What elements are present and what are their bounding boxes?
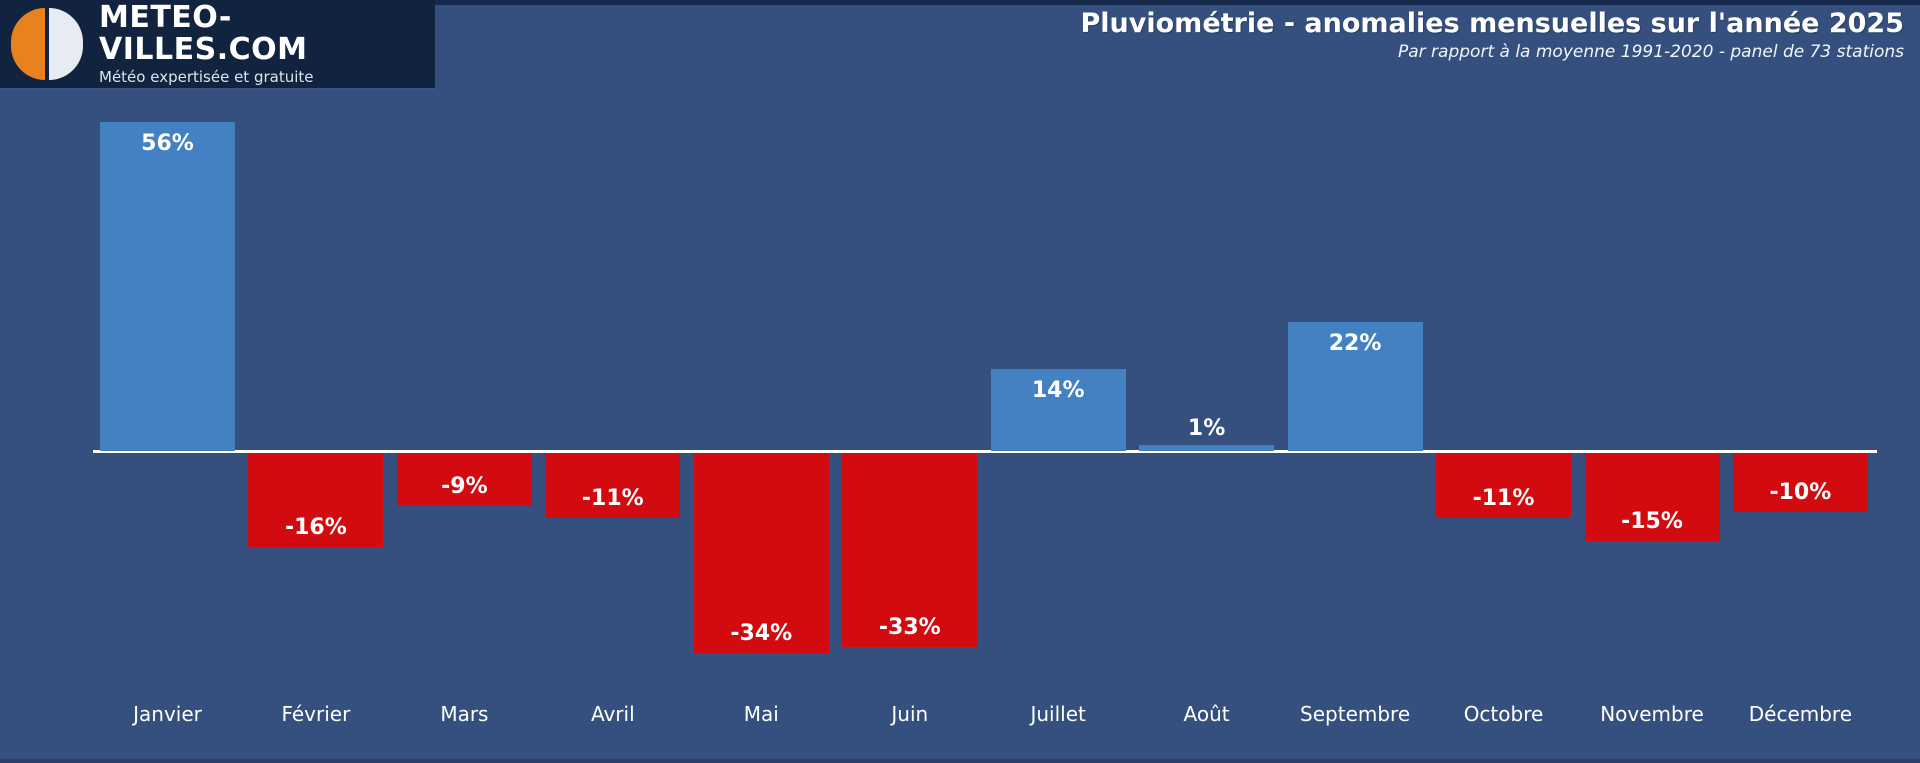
- x-axis-label-janvier: Janvier: [133, 702, 202, 726]
- bar-value-label-septembre: 22%: [1328, 330, 1382, 356]
- bar-value-label-fevrier: -16%: [284, 515, 347, 540]
- header-titles: Pluviométrie - anomalies mensuelles sur …: [1081, 8, 1904, 62]
- x-axis-label-decembre: Décembre: [1748, 702, 1853, 726]
- x-axis-label-mars: Mars: [440, 702, 489, 726]
- bar-janvier: 56%: [100, 122, 235, 451]
- bar-value-label-novembre: -15%: [1621, 509, 1683, 535]
- x-axis-label-avril: Avril: [590, 702, 635, 726]
- bar-value-label-janvier: 56%: [141, 131, 194, 156]
- bar-novembre: -15%: [1584, 453, 1720, 542]
- chart-title: Pluviométrie - anomalies mensuelles sur …: [1080, 8, 1904, 39]
- bar-juin: -33%: [842, 453, 978, 647]
- x-axis-label-mai: Mai: [743, 702, 779, 726]
- bar-aout: 1%: [1139, 416, 1275, 451]
- x-axis-label-octobre: Octobre: [1463, 702, 1544, 726]
- bar-mai: -34%: [693, 453, 829, 653]
- x-axis-label-septembre: Septembre: [1300, 702, 1411, 726]
- x-axis-label-juillet: Juillet: [1030, 702, 1086, 726]
- bar-octobre: -11%: [1436, 453, 1571, 518]
- x-axis-label-aout: Août: [1183, 702, 1230, 726]
- bar-decembre: -10%: [1732, 453, 1868, 512]
- logo-orange-half: [11, 8, 45, 80]
- bar-value-label-avril: -11%: [581, 485, 644, 511]
- chart-subtitle: Par rapport à la moyenne 1991-2020 - pan…: [1398, 42, 1904, 63]
- x-axis-label-novembre: Novembre: [1600, 702, 1704, 726]
- bar-fevrier: -16%: [248, 453, 384, 547]
- bar-mars: -9%: [396, 453, 532, 506]
- bar-value-label-mai: -34%: [730, 620, 793, 646]
- bottom-border: [0, 759, 1920, 763]
- bar-value-label-decembre: -10%: [1769, 479, 1832, 505]
- zero-axis-line: [93, 450, 1877, 453]
- logo-text: METEO-VILLES.COM Météo expertisée et gra…: [99, 2, 435, 86]
- x-axis-label-fevrier: Février: [281, 702, 351, 726]
- bar-avril: -11%: [545, 453, 681, 518]
- logo: METEO-VILLES.COM Météo expertisée et gra…: [0, 0, 435, 90]
- bar-juillet: 14%: [990, 368, 1126, 451]
- bar-septembre: 22%: [1287, 321, 1423, 451]
- logo-subtitle: Météo expertisée et gratuite: [99, 68, 314, 86]
- bar-value-label-juillet: 14%: [1031, 377, 1085, 403]
- bar-value-label-octobre: -11%: [1472, 485, 1535, 511]
- meteo-villes-logo-icon: [11, 8, 83, 80]
- logo-title: METEO-VILLES.COM: [99, 0, 308, 67]
- logo-white-half: [49, 8, 83, 80]
- top-border: [0, 0, 1920, 5]
- bar-value-label-mars: -9%: [441, 473, 488, 499]
- bar-value-label-juin: -33%: [878, 614, 941, 640]
- x-axis-label-juin: Juin: [891, 702, 929, 726]
- bar-value-label-aout: 1%: [1187, 416, 1226, 442]
